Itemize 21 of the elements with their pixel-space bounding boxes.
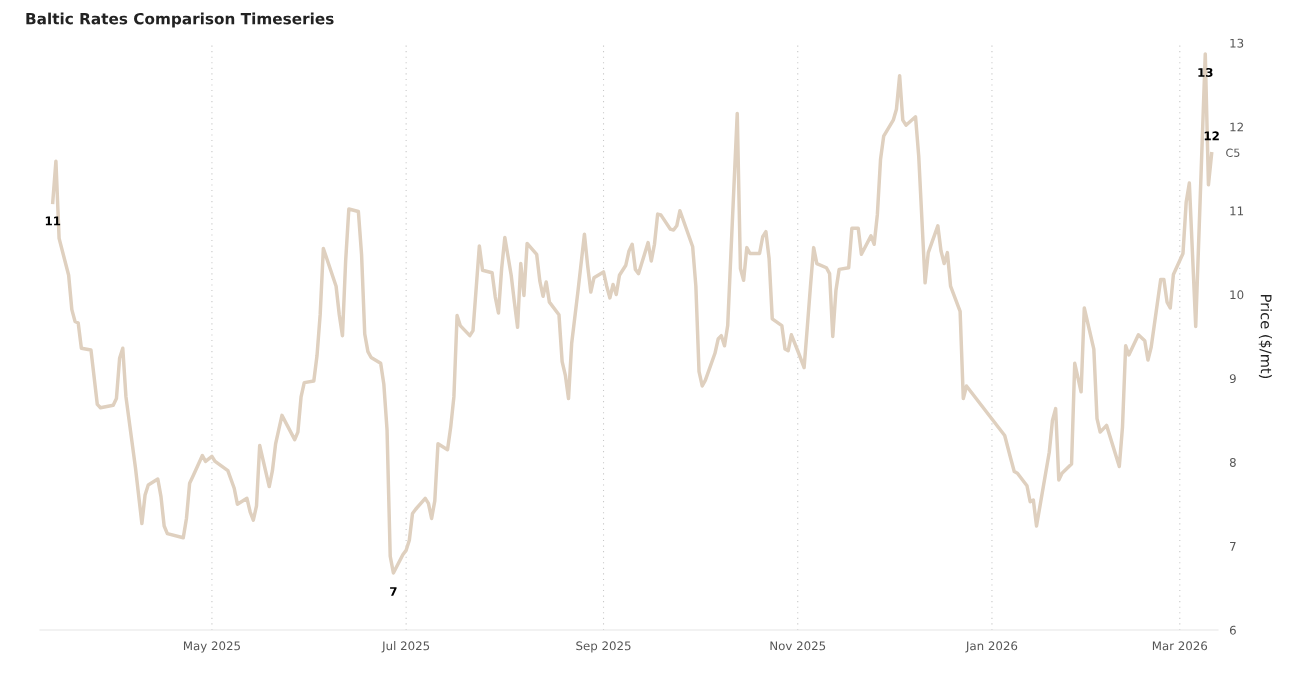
y-tick-label: 7: [1230, 542, 1236, 551]
y-tick-label: 11: [1230, 206, 1244, 216]
data-label: 12: [1204, 131, 1219, 141]
data-label: 13: [1198, 68, 1213, 77]
x-tick-label: Jul 2025: [381, 641, 430, 653]
y-tick-label: 10: [1230, 290, 1244, 300]
y-tick-label: 12: [1230, 122, 1243, 132]
chart-title: Baltic Rates Comparison Timeseries: [26, 12, 334, 28]
x-tick-label: Mar 2026: [1152, 641, 1208, 651]
x-tick-label: Nov 2025: [770, 641, 826, 651]
series-label: C5: [1226, 148, 1240, 157]
y-tick-label: 9: [1229, 374, 1236, 384]
x-tick-label: May 2025: [183, 641, 240, 653]
x-tick-label: Jan 2026: [965, 641, 1018, 653]
y-tick-label: 8: [1229, 458, 1236, 467]
x-tick-label: Sep 2025: [576, 641, 631, 653]
y-tick-label: 13: [1230, 38, 1244, 48]
data-label: 7: [390, 587, 397, 596]
data-label: 11: [45, 216, 61, 226]
y-axis-title: Price ($/mt): [1258, 295, 1272, 379]
y-tick-label: 6: [1229, 625, 1236, 635]
